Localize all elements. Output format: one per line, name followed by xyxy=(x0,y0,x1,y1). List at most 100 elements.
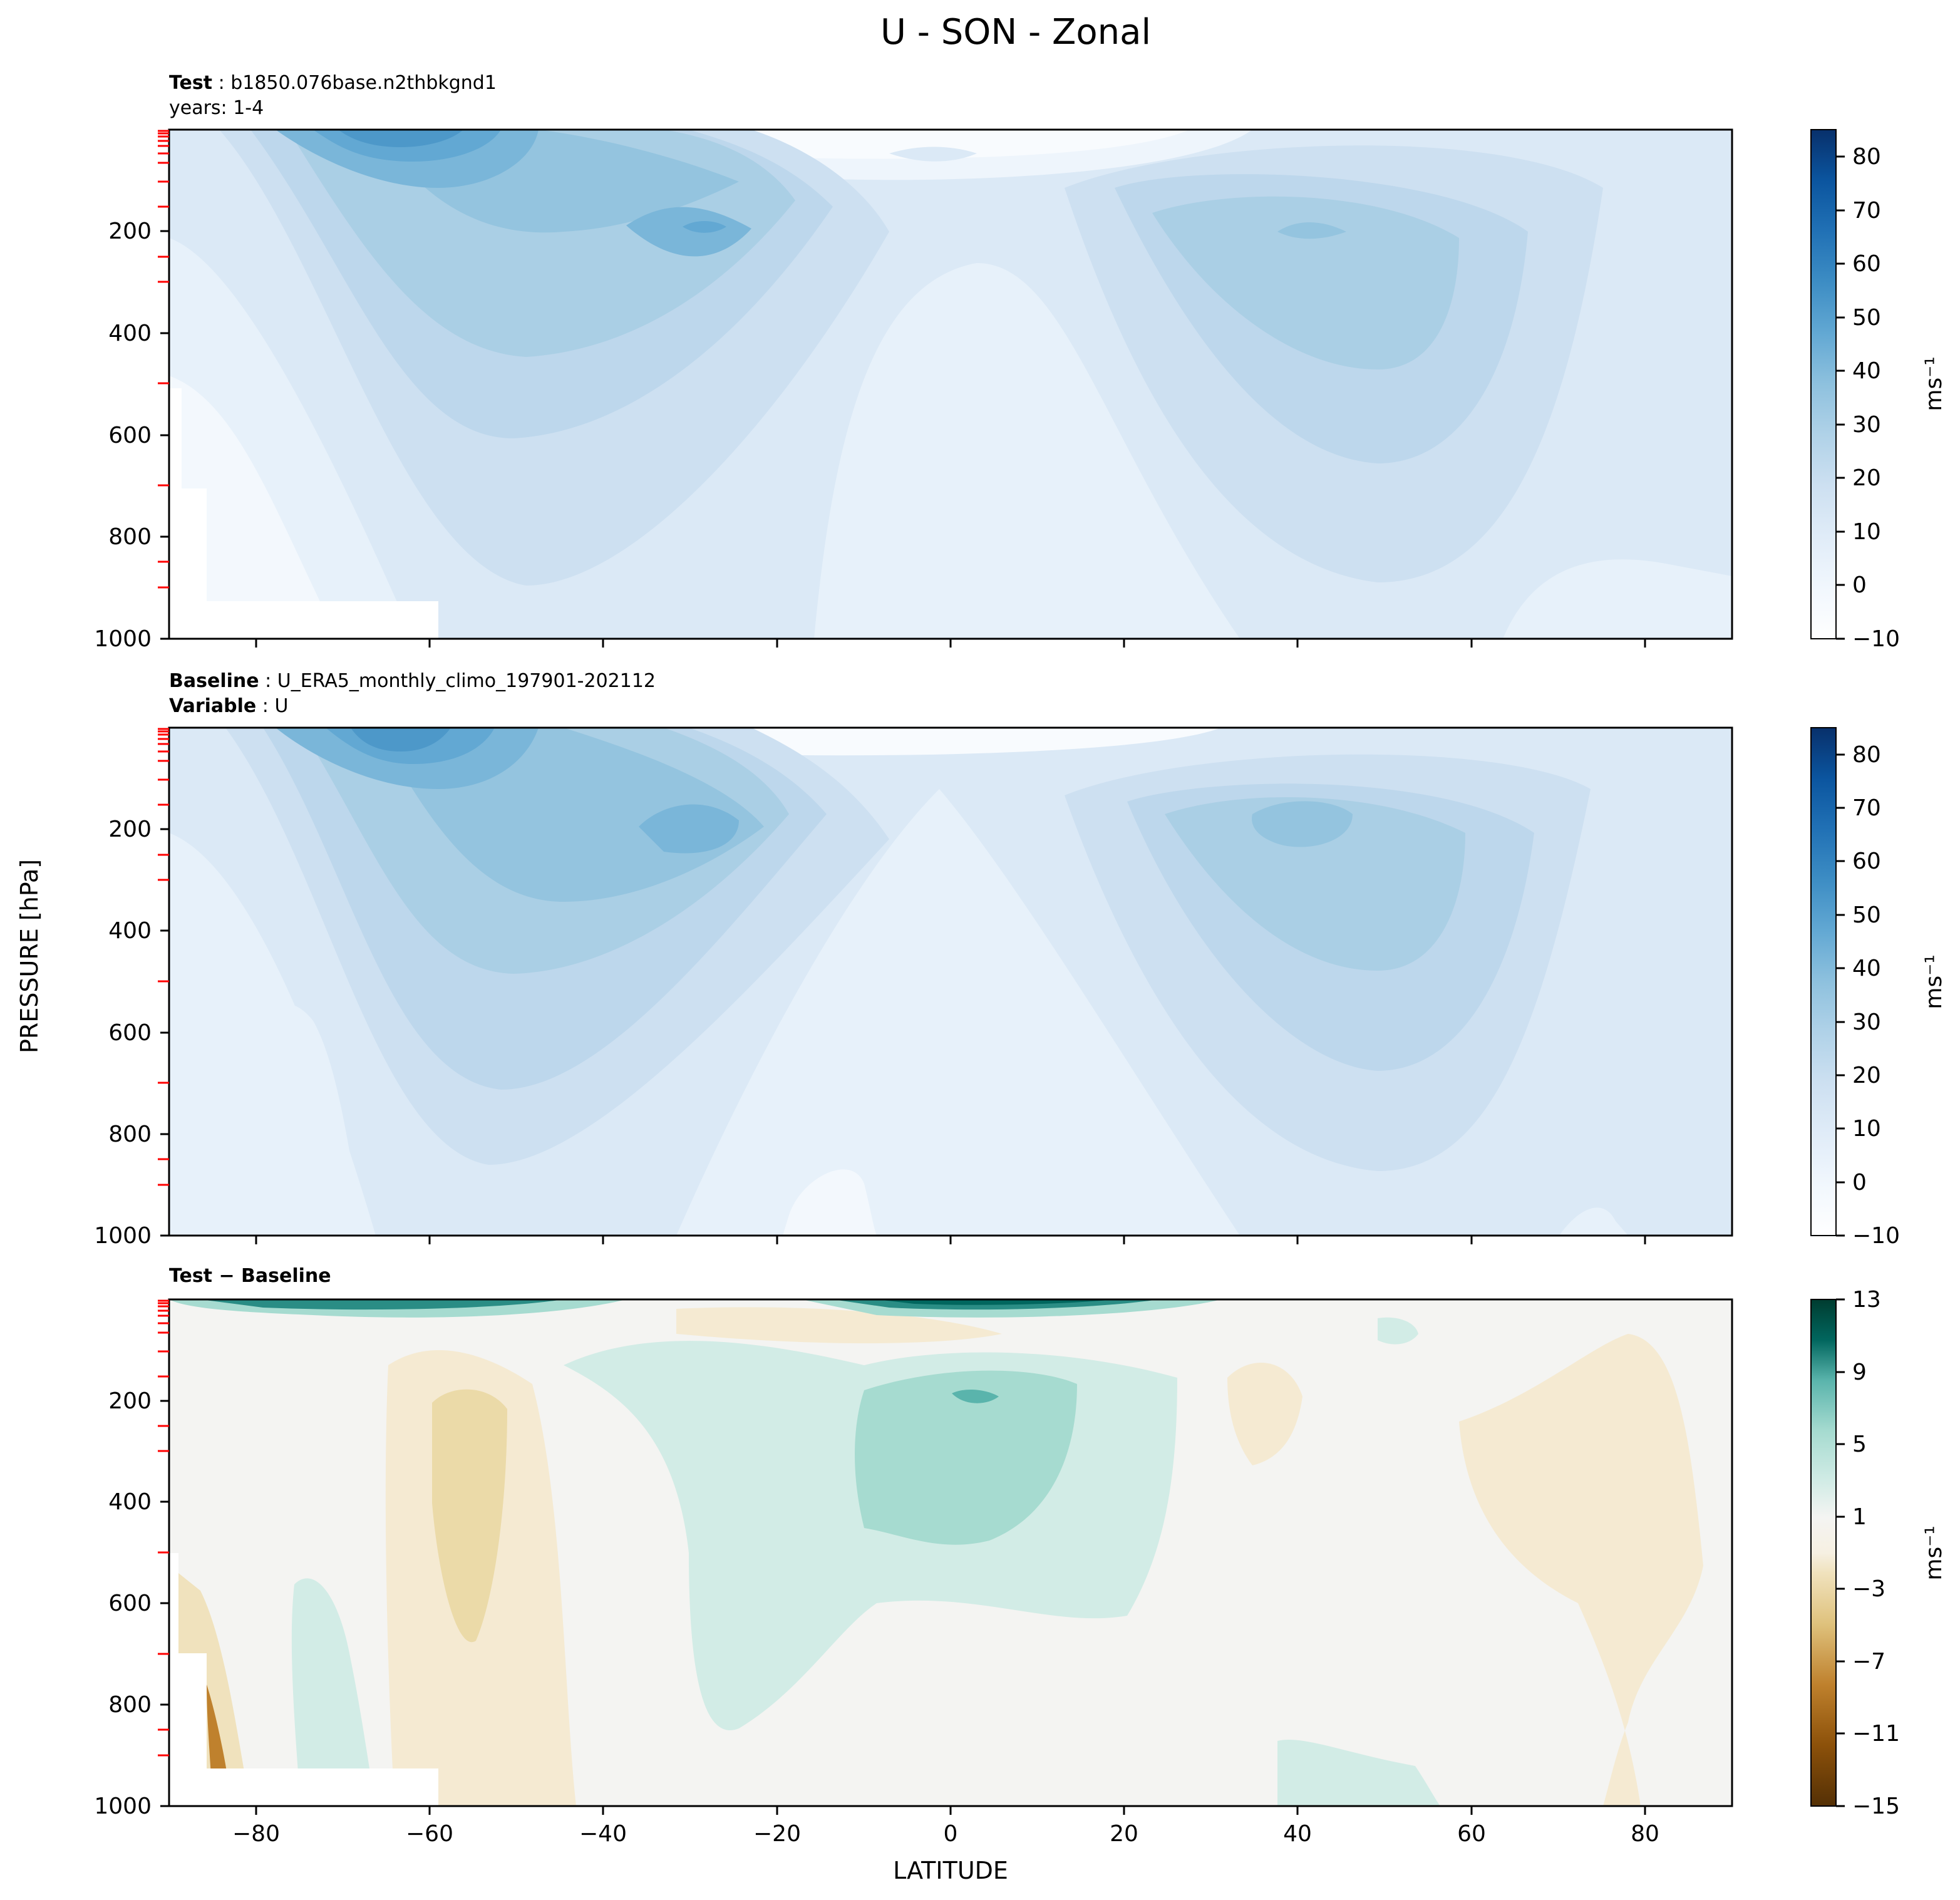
contour-sh-jet-30 xyxy=(626,207,751,257)
colorbar-units: ms⁻¹ xyxy=(1921,1526,1947,1580)
colorbar-tick-label: 70 xyxy=(1852,198,1881,224)
panel-diff-colorbar: 13 9 5 1 −3 −7 −11 −15 ms⁻¹ xyxy=(1810,1287,1947,1819)
colorbar-tick-label: −11 xyxy=(1852,1721,1900,1747)
panel-test-mask-antarctic xyxy=(169,388,207,601)
x-tick-label: 20 xyxy=(1110,1821,1138,1847)
panel-test-colorbar: 80 70 60 50 40 30 20 10 0 −10 ms⁻¹ xyxy=(1810,129,1947,652)
colorbar-tick-label: 10 xyxy=(1852,519,1881,545)
colorbar-tick-label: 9 xyxy=(1852,1360,1867,1385)
panel-diff-yaxis: 200 400 600 800 1000 xyxy=(94,1388,169,1819)
panel-baseline: Baseline : U_ERA5_monthly_climo_197901-2… xyxy=(94,670,1947,1249)
colorbar-tick-label: 0 xyxy=(1852,1170,1867,1195)
colorbar-tick-label: −15 xyxy=(1852,1794,1900,1819)
contour-upper-positive-max xyxy=(877,1299,1115,1305)
colorbar-units: ms⁻¹ xyxy=(1921,356,1947,411)
panel-baseline-title-sep: : xyxy=(259,670,277,692)
y-tick-label: 200 xyxy=(108,1388,152,1414)
contour-equator-upper-blue xyxy=(889,147,977,162)
colorbar-tick-label: 70 xyxy=(1852,795,1881,821)
x-tick-label: 0 xyxy=(944,1821,958,1847)
y-tick-label: 800 xyxy=(108,1692,152,1718)
colorbar-tick-label: 80 xyxy=(1852,144,1881,170)
panel-test-title-label: Test xyxy=(169,72,212,94)
colorbar-tick-label: 50 xyxy=(1852,902,1881,928)
x-tick-label: −40 xyxy=(579,1821,627,1847)
contour-polar-jet-50 xyxy=(351,728,451,751)
panel-test-title-value: b1850.076base.n2thbkgnd1 xyxy=(230,72,497,94)
x-tick-label: −80 xyxy=(232,1821,280,1847)
panel-baseline-title-label: Baseline xyxy=(169,670,259,692)
panel-test: Test : b1850.076base.n2thbkgnd1 years: 1… xyxy=(94,72,1947,652)
y-tick-label: 200 xyxy=(108,817,152,842)
colorbar-tick-label: 0 xyxy=(1852,572,1867,598)
contour-upper-negative xyxy=(676,1307,1002,1343)
y-axis-label: PRESSURE [hPa] xyxy=(16,859,43,1053)
panel-baseline-title-value: U_ERA5_monthly_climo_197901-202112 xyxy=(277,670,656,692)
contour-equator-positive-7 xyxy=(952,1389,999,1403)
colorbar-tick-label: 20 xyxy=(1852,465,1881,491)
colorbar-tick-label: 10 xyxy=(1852,1116,1881,1142)
panel-baseline-subtitle-sep: : xyxy=(256,695,274,717)
panel-baseline-yaxis: 200 400 600 800 1000 xyxy=(94,817,169,1249)
colorbar-tick-label: 1 xyxy=(1852,1504,1867,1530)
colorbar-diff-ramp xyxy=(1810,1299,1837,1807)
colorbar-tick-label: 20 xyxy=(1852,1063,1881,1088)
contour-polar-white xyxy=(783,1169,877,1236)
contour-nh-weak xyxy=(1559,1207,1628,1236)
colorbar-test-ramp xyxy=(1810,129,1837,639)
panel-baseline-subtitle-value: U xyxy=(274,695,288,717)
contour-equatorial-weak xyxy=(676,789,1240,1236)
panel-test-title: Test : b1850.076base.n2thbkgnd1 xyxy=(169,72,497,94)
colorbar-tick-label: 5 xyxy=(1852,1432,1867,1457)
panel-diff-contours xyxy=(169,1299,1732,1806)
panel-test-level-ticks xyxy=(158,130,169,589)
figure-title: U - SON - Zonal xyxy=(880,12,1151,53)
panel-test-title-sep: : xyxy=(212,72,230,94)
panel-baseline-colorbar: 80 70 60 50 40 30 20 10 0 −10 ms⁻¹ xyxy=(1810,727,1947,1249)
panel-baseline-xticks xyxy=(255,1236,1646,1244)
panel-diff-title: Test − Baseline xyxy=(169,1265,331,1287)
colorbar-tick-label: −10 xyxy=(1852,1223,1900,1249)
panel-baseline-subtitle-label: Variable xyxy=(169,695,256,717)
contour-nh-mid-negative xyxy=(1227,1363,1302,1465)
y-tick-label: 600 xyxy=(108,1591,152,1616)
colorbar-tick-label: 40 xyxy=(1852,358,1881,384)
panel-baseline-contours xyxy=(169,728,1732,1236)
panel-test-yaxis: 200 400 600 800 1000 xyxy=(94,219,169,652)
contour-sh-lowlevel xyxy=(250,1004,363,1236)
colorbar-tick-label: −7 xyxy=(1852,1649,1885,1675)
y-tick-label: 600 xyxy=(108,423,152,448)
y-tick-label: 1000 xyxy=(94,1223,152,1249)
x-tick-label: −60 xyxy=(406,1821,453,1847)
contour-nh-small-positive xyxy=(1378,1317,1418,1345)
contour-nh-jet-25 xyxy=(1277,222,1346,239)
y-tick-label: 400 xyxy=(108,321,152,346)
colorbar-tick-label: 40 xyxy=(1852,956,1881,981)
contour-equator-positive-5 xyxy=(855,1370,1077,1545)
y-tick-label: 400 xyxy=(108,1489,152,1515)
colorbar-tick-label: 50 xyxy=(1852,305,1881,331)
panel-test-subtitle: years: 1-4 xyxy=(169,97,264,119)
contour-nh-weak xyxy=(1503,559,1732,639)
y-tick-label: 200 xyxy=(108,219,152,244)
colorbar-tick-label: 30 xyxy=(1852,412,1881,438)
y-tick-label: 800 xyxy=(108,1122,152,1147)
panel-diff-mask-topography xyxy=(169,1768,438,1806)
x-tick-label: 60 xyxy=(1457,1821,1486,1847)
colorbar-tick-label: 60 xyxy=(1852,251,1881,277)
panel-baseline-subtitle: Variable : U xyxy=(169,695,288,717)
y-tick-label: 800 xyxy=(108,524,152,550)
panel-diff-level-ticks xyxy=(158,1299,169,1757)
panel-diff: Test − Baseline xyxy=(94,1265,1947,1847)
contour-polar-jet-50 xyxy=(338,130,463,147)
contour-nh-20 xyxy=(1152,196,1459,369)
contour-nh-negative-1 xyxy=(1459,1334,1703,1806)
contour-nh-lowlevel-positive xyxy=(1277,1740,1440,1806)
panel-baseline-level-ticks xyxy=(158,728,169,1186)
panel-test-mask-topography xyxy=(169,601,438,639)
colorbar-baseline-ramp xyxy=(1810,727,1837,1236)
contour-sh-jet-30 xyxy=(639,804,739,854)
colorbar-tick-label: 13 xyxy=(1852,1287,1881,1313)
colorbar-units: ms⁻¹ xyxy=(1921,954,1947,1009)
